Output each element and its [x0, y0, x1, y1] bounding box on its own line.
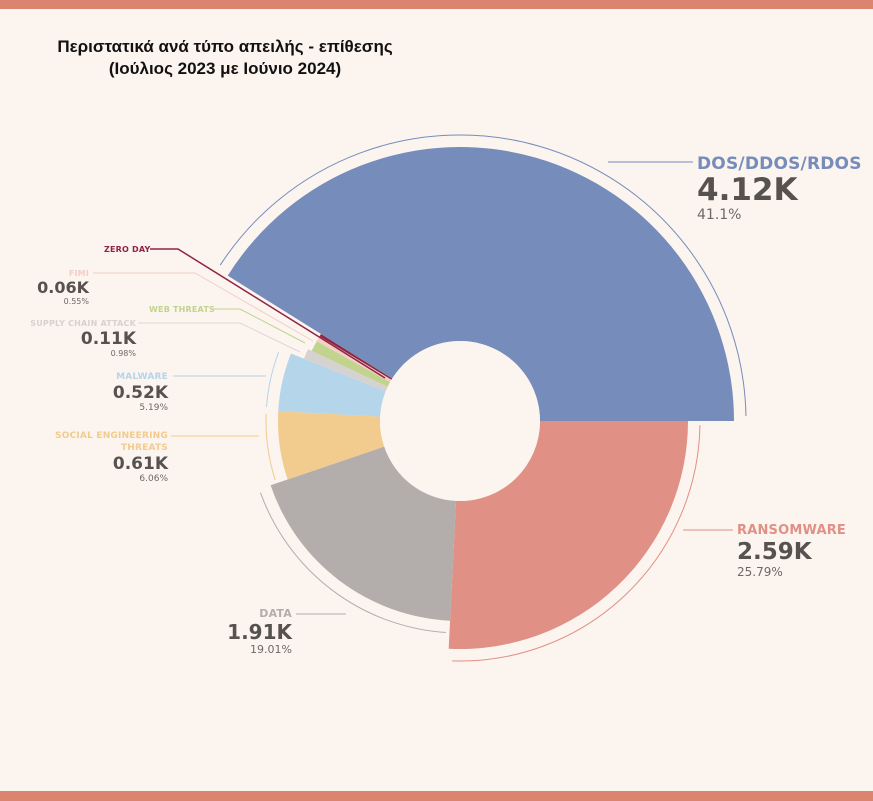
leader-supply: [138, 322, 301, 353]
label-supply-pct: 0.98%: [110, 349, 136, 358]
label-social: SOCIAL ENGINEERING THREATS 0.61K 6.06%: [55, 430, 168, 485]
slice-supply: [303, 349, 388, 392]
label-fimi: FIMI 0.06K 0.55%: [37, 268, 89, 307]
label-malware-name: MALWARE: [116, 372, 168, 382]
label-ransomware-value: 2.59K: [737, 539, 812, 565]
label-dos-value: 4.12K: [697, 172, 798, 208]
bottom-accent-bar: [0, 791, 873, 801]
label-zeroday: ZERO DAY: [104, 244, 150, 255]
label-ransomware-pct: 25.79%: [737, 565, 783, 579]
chart-slices: [227, 147, 734, 649]
slice-data: [270, 446, 457, 621]
leader-zeroday: [150, 248, 386, 379]
label-dos-pct: 41.1%: [697, 207, 742, 223]
label-ransomware-name: RANSOMWARE: [737, 523, 847, 538]
guide-arc-ransomware: [452, 425, 701, 662]
slice-zeroday: [319, 333, 393, 380]
guide-arc-dos: [219, 134, 747, 417]
outer-guide-arcs: [219, 134, 747, 662]
guide-arc-data: [259, 492, 446, 634]
donut-hole: [380, 341, 540, 501]
label-fimi-name: FIMI: [68, 269, 89, 278]
label-social-value: 0.61K: [112, 454, 168, 474]
top-accent-bar: [0, 0, 873, 9]
label-malware-pct: 5.19%: [139, 403, 168, 413]
label-dos: DOS/DDOS/RDOS 4.12K 41.1%: [697, 154, 862, 224]
label-data-pct: 19.01%: [250, 643, 292, 656]
label-malware: MALWARE 0.52K 5.19%: [113, 371, 168, 414]
label-fimi-pct: 0.55%: [63, 297, 89, 306]
label-fimi-value: 0.06K: [37, 278, 89, 297]
label-data-name: DATA: [259, 607, 292, 620]
label-zeroday-name: ZERO DAY: [104, 245, 151, 254]
label-supply-name: SUPPLY CHAIN ATTACK: [30, 319, 136, 328]
label-social-name-2: THREATS: [120, 443, 168, 453]
label-web-name: WEB THREATS: [149, 305, 215, 314]
guide-arc-social: [265, 413, 276, 481]
leader-fimi: [93, 272, 314, 342]
chart-title: Περιστατικά ανά τύπο απειλής - επίθεσης …: [0, 36, 450, 80]
label-data: DATA 1.91K 19.01%: [227, 607, 292, 656]
label-social-pct: 6.06%: [139, 474, 168, 484]
chart-title-line2: (Ιούλιος 2023 με Ιούνιο 2024): [108, 59, 342, 78]
label-web: WEB THREATS: [149, 304, 215, 315]
label-data-value: 1.91K: [227, 620, 292, 644]
slice-malware: [278, 353, 386, 417]
leader-web: [211, 308, 306, 344]
leader-lines: [93, 161, 733, 615]
slice-dos: [227, 147, 734, 421]
guide-arc-malware: [265, 351, 280, 408]
label-social-name-1: SOCIAL ENGINEERING: [55, 431, 168, 441]
chart-title-line1: Περιστατικά ανά τύπο απειλής - επίθεσης: [57, 37, 393, 56]
label-supply: SUPPLY CHAIN ATTACK 0.11K 0.98%: [30, 318, 136, 359]
slice-social: [277, 411, 385, 480]
slice-web: [311, 341, 391, 387]
label-supply-value: 0.11K: [80, 329, 136, 349]
label-dos-name: DOS/DDOS/RDOS: [697, 154, 862, 174]
label-ransomware: RANSOMWARE 2.59K 25.79%: [737, 523, 846, 579]
slice-ransomware: [448, 421, 688, 649]
label-malware-value: 0.52K: [112, 383, 168, 403]
